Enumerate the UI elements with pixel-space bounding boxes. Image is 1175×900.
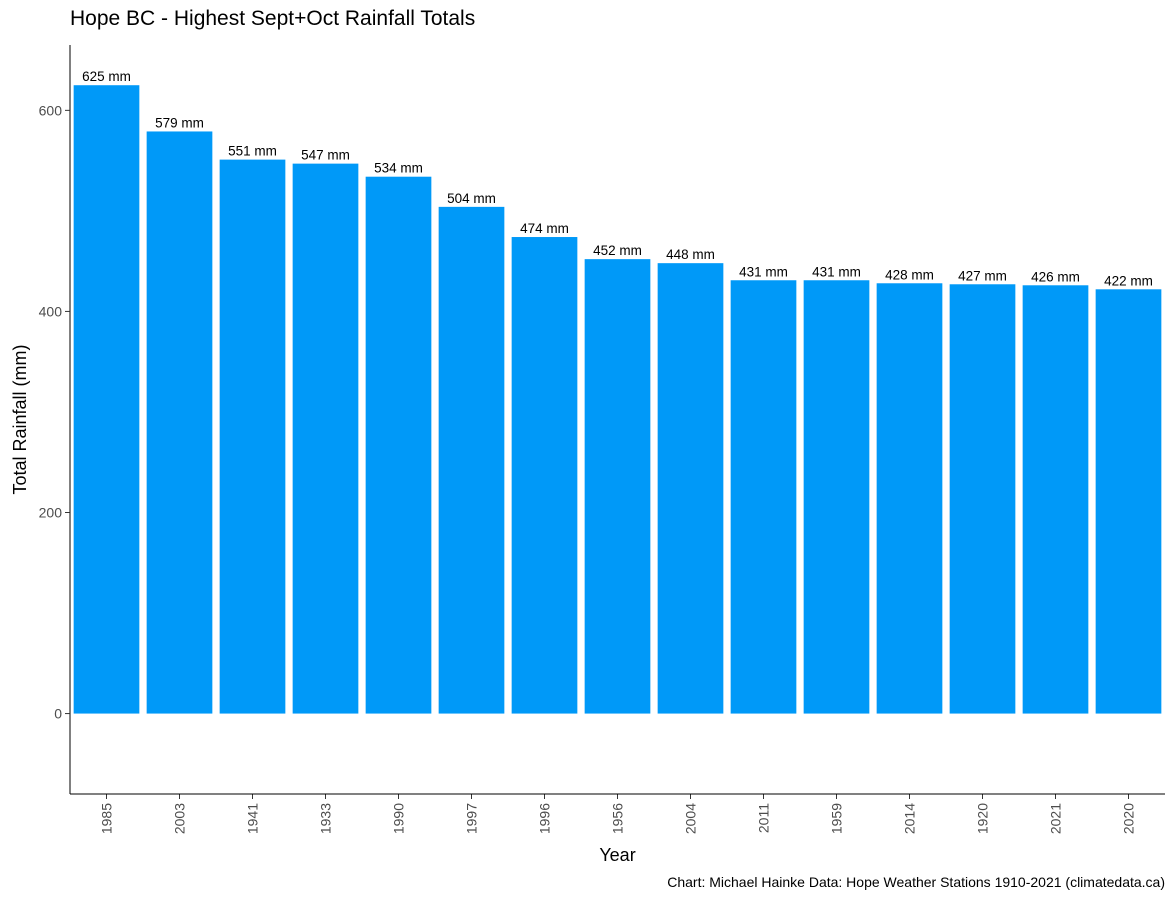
- bar-1990: [365, 176, 432, 714]
- x-tick-label-2003: 2003: [172, 803, 188, 834]
- data-label-1933: 547 mm: [301, 148, 350, 163]
- data-label-1996: 474 mm: [520, 221, 569, 236]
- x-tick-label-2021: 2021: [1048, 803, 1064, 834]
- y-tick-label-400: 400: [39, 303, 63, 319]
- data-label-1956: 452 mm: [593, 243, 642, 258]
- y-tick-label-600: 600: [39, 102, 63, 118]
- bar-2004: [657, 263, 724, 714]
- bar-1956: [584, 259, 651, 714]
- x-tick-label-2020: 2020: [1121, 803, 1137, 834]
- x-axis: 1985 2003 1941 1933 1990 1997 1996 1956 2004 2011…: [70, 793, 1165, 834]
- bar-2011: [730, 280, 797, 714]
- x-tick-label-1920: 1920: [975, 803, 991, 834]
- data-label-1959: 431 mm: [812, 264, 861, 279]
- x-tick-label-2011: 2011: [756, 803, 772, 833]
- x-tick-label-1956: 1956: [610, 803, 626, 834]
- bar-1941: [219, 159, 286, 714]
- data-labels-group: 625 mm 579 mm 551 mm 547 mm 534 mm 504 mm 474 …: [82, 69, 1153, 288]
- data-label-1985: 625 mm: [82, 69, 131, 84]
- data-label-1941: 551 mm: [228, 144, 277, 159]
- data-label-2014: 428 mm: [885, 267, 934, 282]
- x-tick-label-1997: 1997: [464, 803, 480, 834]
- bar-1933: [292, 163, 359, 714]
- bar-1985: [73, 85, 140, 714]
- x-tick-label-1933: 1933: [318, 803, 334, 834]
- data-label-2011: 431 mm: [739, 264, 788, 279]
- x-tick-label-1985: 1985: [99, 803, 115, 834]
- x-tick-label-1990: 1990: [391, 803, 407, 834]
- data-label-1920: 427 mm: [958, 268, 1007, 283]
- x-axis-title: Year: [599, 845, 635, 865]
- y-axis: 0 200 400 600: [39, 45, 71, 794]
- bar-1920: [949, 284, 1016, 714]
- data-label-2003: 579 mm: [155, 115, 204, 130]
- data-label-2020: 422 mm: [1104, 273, 1153, 288]
- y-axis-title: Total Rainfall (mm): [10, 344, 30, 494]
- data-label-2021: 426 mm: [1031, 269, 1080, 284]
- bar-2014: [876, 283, 943, 714]
- chart-caption: Chart: Michael Hainke Data: Hope Weather…: [667, 874, 1165, 890]
- bar-2021: [1022, 285, 1089, 714]
- bar-2020: [1095, 289, 1162, 714]
- x-tick-label-1996: 1996: [537, 803, 553, 834]
- x-tick-label-1959: 1959: [829, 803, 845, 834]
- data-label-1997: 504 mm: [447, 191, 496, 206]
- x-tick-label-1941: 1941: [245, 803, 261, 834]
- bar-1996: [511, 237, 578, 714]
- x-tick-label-2014: 2014: [902, 803, 918, 834]
- x-tick-label-2004: 2004: [683, 803, 699, 834]
- bar-1959: [803, 280, 870, 714]
- data-label-2004: 448 mm: [666, 247, 715, 262]
- bar-2003: [146, 131, 213, 714]
- data-label-1990: 534 mm: [374, 161, 423, 176]
- y-tick-label-200: 200: [39, 504, 63, 520]
- y-tick-label-0: 0: [54, 706, 62, 722]
- bar-1997: [438, 206, 505, 714]
- bars-group: [73, 85, 1162, 714]
- chart-title: Hope BC - Highest Sept+Oct Rainfall Tota…: [70, 7, 476, 30]
